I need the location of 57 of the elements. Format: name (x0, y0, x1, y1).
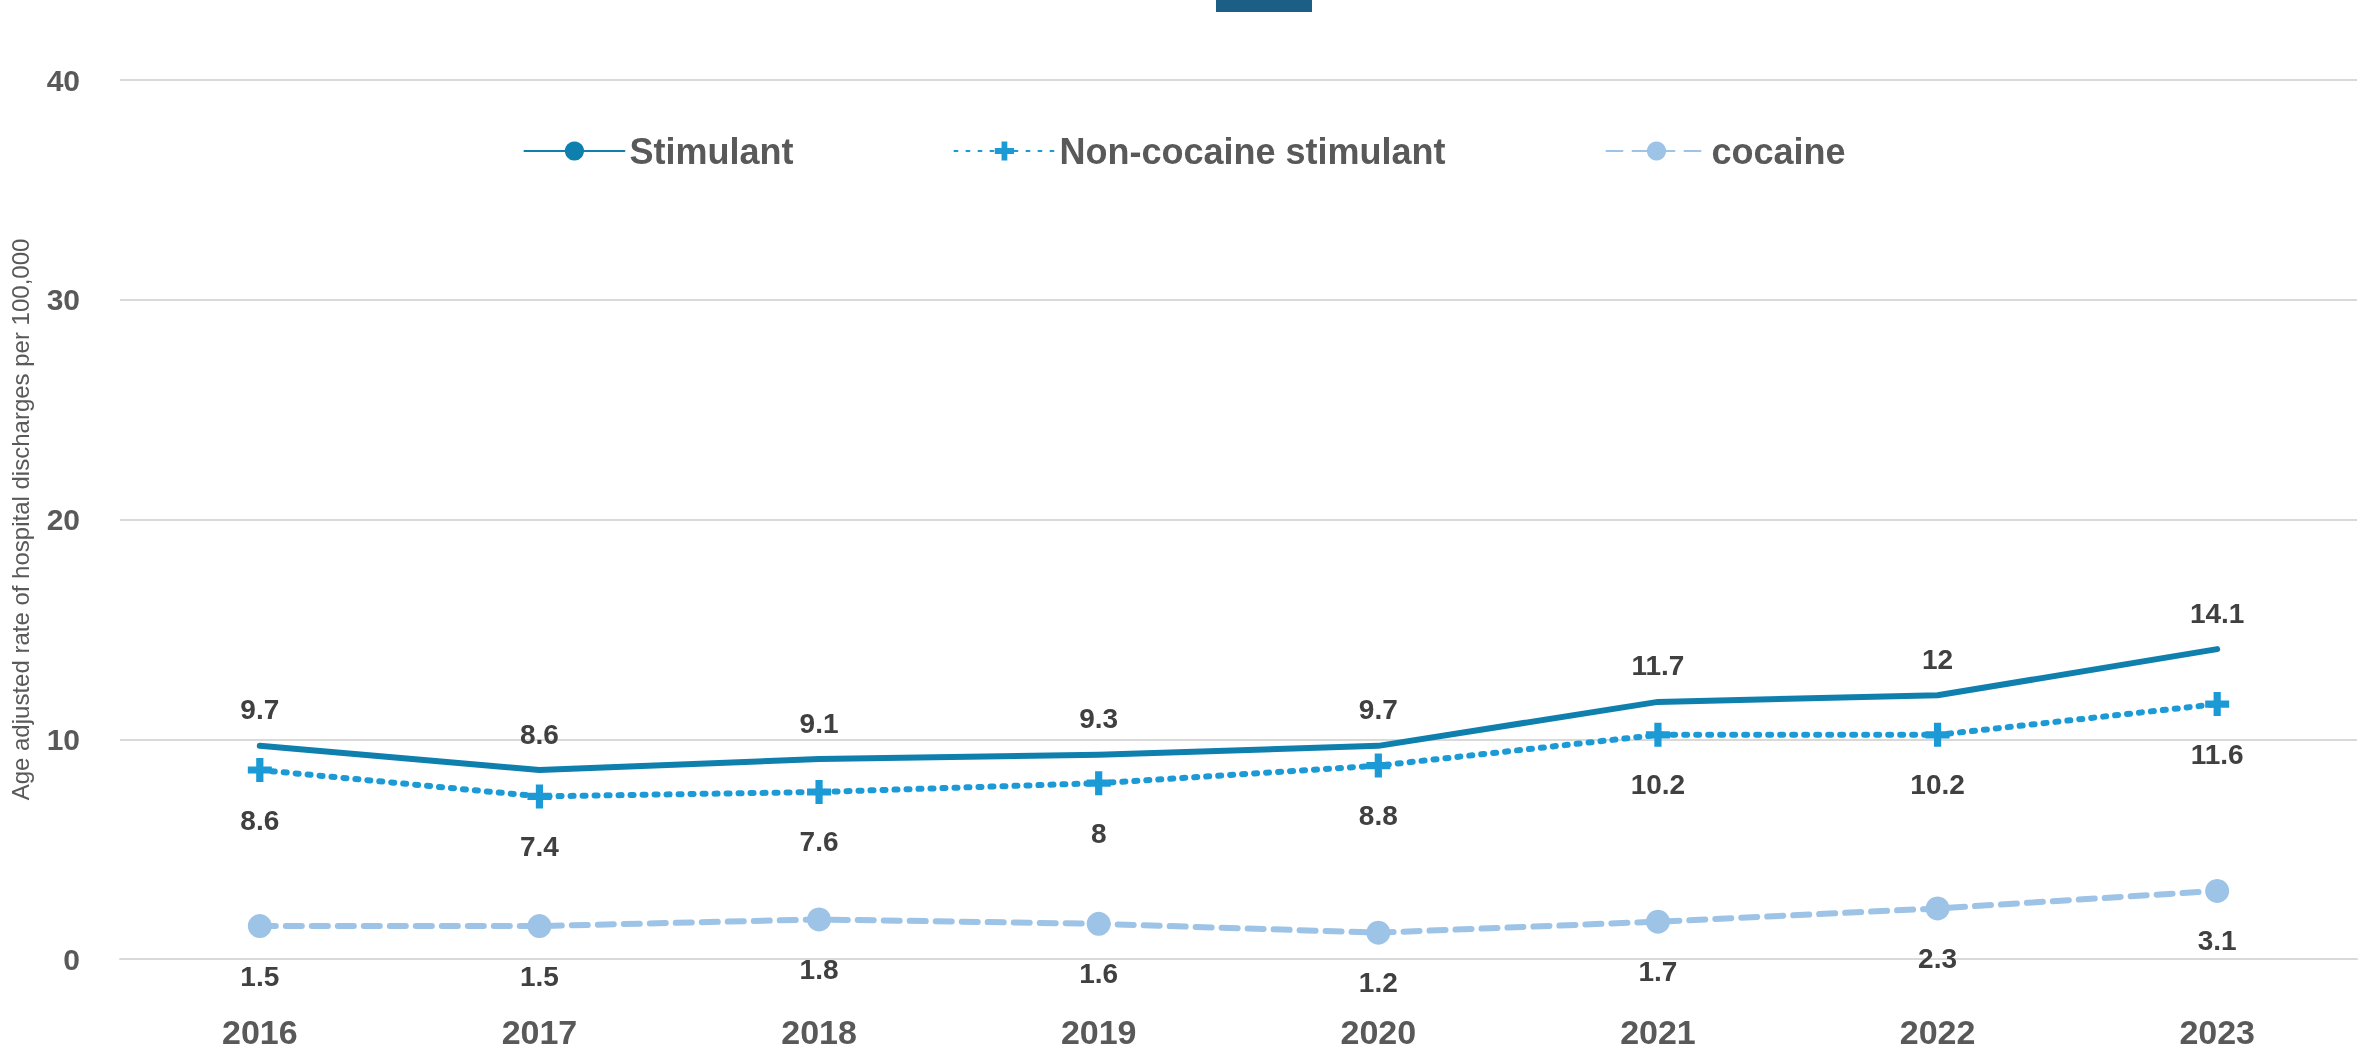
x-tick-label: 2021 (1620, 1013, 1696, 1051)
data-label: 7.6 (799, 826, 839, 858)
point (2205, 692, 2230, 717)
point (527, 914, 552, 939)
data-label: 1.6 (1079, 958, 1119, 990)
point (247, 914, 272, 939)
x-tick-label: 2017 (501, 1013, 578, 1051)
data-label: 14.1 (2189, 597, 2245, 629)
data-label: 1.5 (519, 960, 559, 992)
point (527, 784, 552, 809)
data-label: 9.7 (1358, 694, 1398, 726)
point (1086, 911, 1111, 936)
data-label: 9.1 (799, 707, 839, 739)
y-axis-title: Age adjusted rate of hospital discharges per 100,000 (6, 238, 34, 801)
point (1645, 909, 1670, 934)
y-tick-label: 10 (46, 722, 80, 756)
data-label: 8.8 (1358, 800, 1398, 832)
data-label: 1.2 (1358, 967, 1398, 999)
x-tick-label: 2020 (1340, 1013, 1417, 1051)
data-label: 9.3 (1079, 703, 1119, 735)
data-label: 3.1 (2197, 925, 2237, 957)
data-label: 8.6 (240, 804, 280, 836)
x-tick-label: 2022 (1899, 1013, 1976, 1051)
point (1645, 722, 1670, 747)
data-label: 1.7 (1638, 956, 1678, 988)
data-label: 2.3 (1918, 942, 1958, 974)
data-label: 7.4 (519, 830, 560, 862)
point (807, 779, 832, 804)
legend-label: cocaine (1711, 130, 1846, 172)
data-label: 9.7 (240, 694, 280, 726)
point (1366, 920, 1391, 945)
data-label: 8.6 (519, 718, 559, 750)
y-tick-label: 20 (46, 503, 80, 536)
data-label: 1.5 (240, 960, 280, 992)
data-label: 12 (1921, 643, 1954, 675)
legend-label: Non-cocaine stimulant (1059, 130, 1446, 172)
y-tick-label: 0 (63, 942, 80, 976)
point (1925, 722, 1950, 747)
point (1086, 771, 1111, 796)
x-tick-label: 2023 (2179, 1013, 2256, 1051)
point (2205, 878, 2230, 903)
point (1925, 896, 1950, 921)
data-label: 11.6 (2190, 738, 2244, 770)
x-tick-label: 2016 (221, 1013, 298, 1051)
point (1366, 753, 1391, 778)
data-label: 11.7 (1631, 650, 1685, 682)
data-label: 1.8 (799, 953, 839, 985)
y-tick-label: 40 (46, 63, 80, 97)
y-tick-label: 30 (46, 283, 80, 317)
legend-label: Stimulant (629, 130, 794, 172)
data-label: 10.2 (1910, 769, 1965, 801)
x-tick-label: 2019 (1060, 1013, 1137, 1051)
data-label: 10.2 (1630, 769, 1686, 801)
data-label: 8 (1090, 817, 1107, 849)
point (807, 907, 832, 932)
x-tick-label: 2018 (781, 1013, 857, 1051)
point (247, 758, 272, 783)
